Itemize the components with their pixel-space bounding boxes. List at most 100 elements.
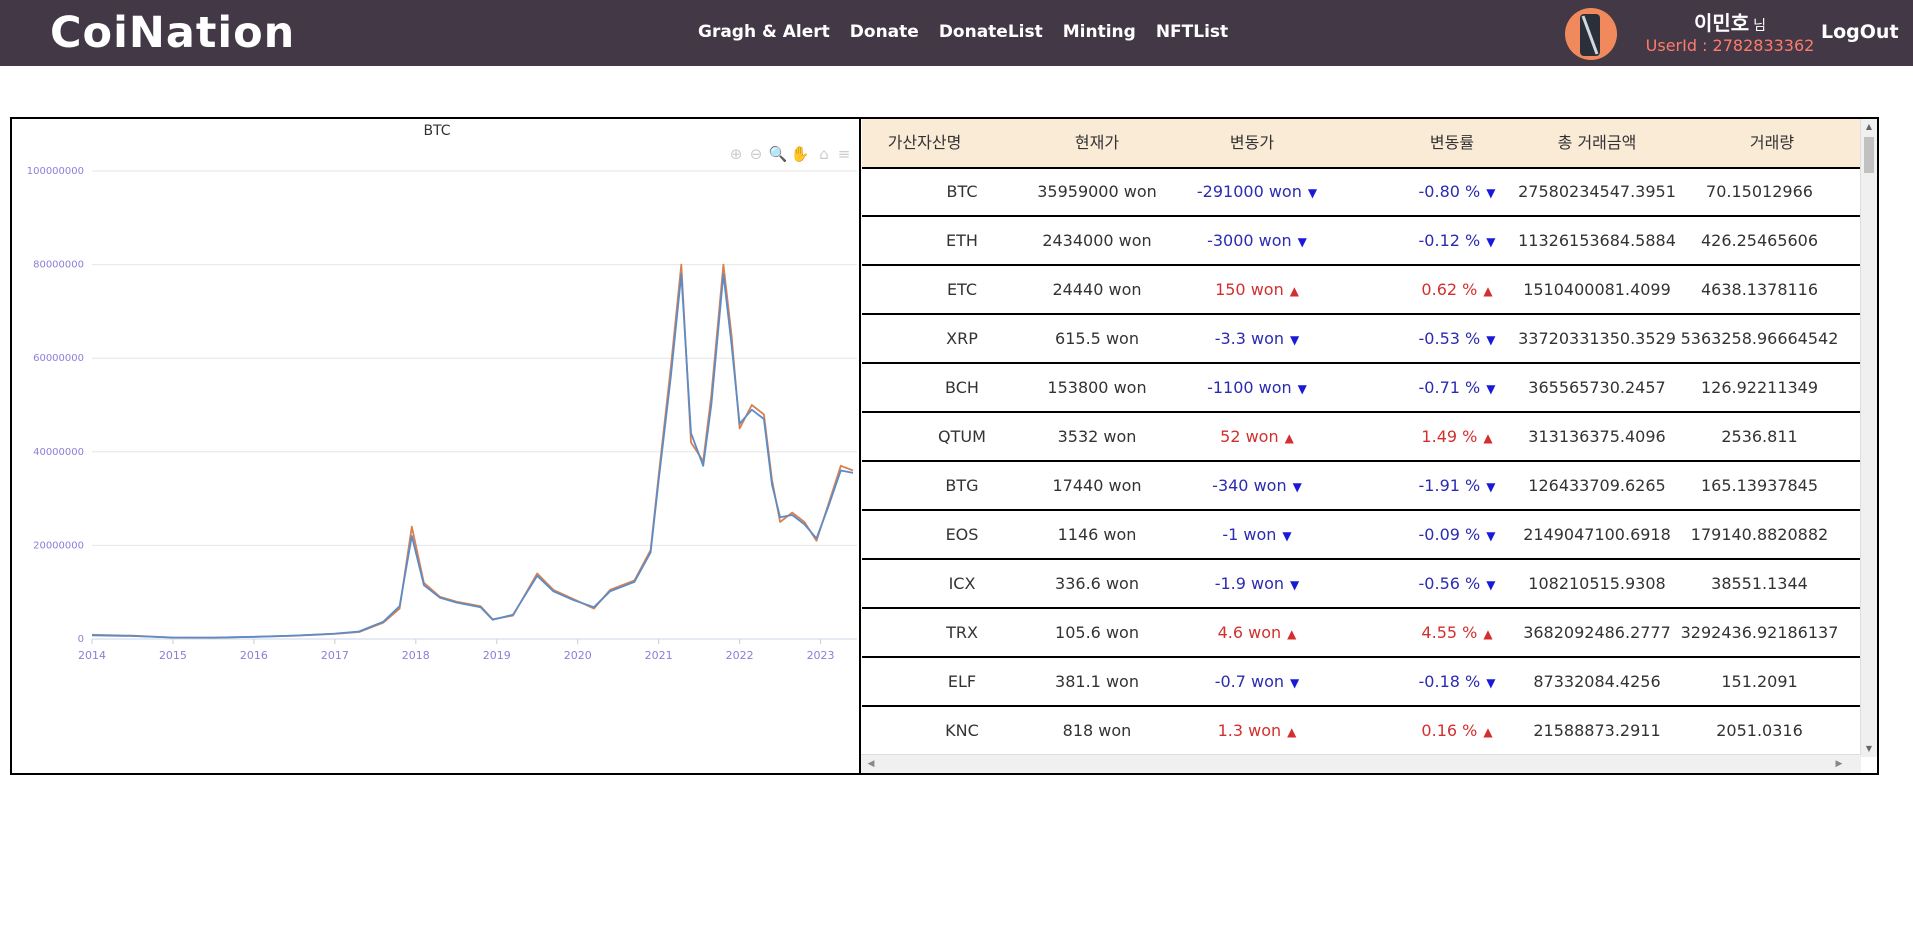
cell-rate: -0.12 % [1418, 231, 1481, 250]
cell-change-wrap: -1.9 won ▼ [1162, 560, 1352, 607]
cell-name-wrap: ELF [902, 658, 1022, 705]
cell-change-wrap: 150 won ▲ [1162, 266, 1352, 313]
cell-name-wrap: BTG [902, 462, 1022, 509]
table-row[interactable]: QTUM 3532 won 52 won ▲ 1.49 % ▲ 313136375.4096… [862, 413, 1860, 462]
cell-total-wrap: 313136375.4096 [1512, 413, 1682, 460]
zoom-out-icon[interactable]: ⊖ [750, 145, 763, 163]
home-icon[interactable]: ⌂ [819, 145, 829, 163]
nav-donate[interactable]: Donate [849, 22, 919, 42]
y-tick-label: 100000000 [27, 166, 84, 177]
cell-price: 2434000 won [1042, 231, 1152, 250]
avatar[interactable] [1565, 8, 1617, 60]
cell-name-wrap: ICX [902, 560, 1022, 607]
scroll-down-icon[interactable]: ▼ [1865, 744, 1873, 753]
x-tick-label: 2017 [321, 649, 349, 662]
table-row[interactable]: BTC 35959000 won -291000 won ▼ -0.80 % ▼ 27580… [862, 168, 1860, 217]
x-tick-label: 2021 [645, 649, 673, 662]
cell-volume-wrap: 126.92211349 [1672, 364, 1847, 411]
table-row[interactable]: ICX 336.6 won -1.9 won ▼ -0.56 % ▼ 108210515.9… [862, 560, 1860, 609]
cell-total: 27580234547.3951 [1518, 182, 1676, 201]
table-row[interactable]: ETC 24440 won 150 won ▲ 0.62 % ▲ 1510400081.40… [862, 266, 1860, 315]
cell-price-wrap: 35959000 won [1032, 168, 1162, 215]
cell-price: 818 won [1062, 721, 1132, 740]
cell-volume-wrap: 151.2091 [1672, 658, 1847, 705]
cell-rate: -0.53 % [1418, 329, 1481, 348]
nav-graph-alert[interactable]: Gragh & Alert [698, 22, 830, 42]
username-text: 이민호 [1693, 11, 1750, 35]
cell-rate: 0.62 % [1421, 280, 1478, 299]
zoom-in-icon[interactable]: ⊕ [730, 145, 743, 163]
cell-volume: 4638.1378116 [1700, 280, 1819, 299]
y-tick-label: 20000000 [33, 540, 84, 551]
down-arrow-icon: ▼ [1297, 382, 1307, 396]
cell-total-wrap: 108210515.9308 [1512, 560, 1682, 607]
cell-change: 52 won [1220, 427, 1279, 446]
cell-change: 150 won [1215, 280, 1284, 299]
down-arrow-icon: ▼ [1290, 578, 1300, 592]
cell-change-wrap: -1 won ▼ [1162, 511, 1352, 558]
cell-change-wrap: -340 won ▼ [1162, 462, 1352, 509]
up-arrow-icon: ▲ [1284, 431, 1294, 445]
cell-total: 21588873.2911 [1533, 721, 1661, 740]
cell-name: BCH [945, 378, 979, 397]
scroll-left-icon[interactable]: ◀ [867, 759, 875, 769]
cell-volume: 426.25465606 [1700, 231, 1819, 250]
cell-total-wrap: 365565730.2457 [1512, 364, 1682, 411]
cell-total: 2149047100.6918 [1523, 525, 1671, 544]
cell-price: 105.6 won [1055, 623, 1139, 642]
vertical-scrollbar[interactable]: ▲ ▼ [1860, 119, 1877, 757]
cell-total: 126433709.6265 [1528, 476, 1666, 495]
cell-change: -0.7 won [1214, 672, 1285, 691]
down-arrow-icon: ▼ [1486, 529, 1496, 543]
down-arrow-icon: ▼ [1486, 676, 1496, 690]
scroll-thumb[interactable] [1864, 137, 1874, 173]
table-row[interactable]: KNC 818 won 1.3 won ▲ 0.16 % ▲ 21588873.2911 20… [862, 707, 1860, 756]
cell-total-wrap: 21588873.2911 [1512, 707, 1682, 754]
x-tick-label: 2019 [483, 649, 511, 662]
table-row[interactable]: EOS 1146 won -1 won ▼ -0.09 % ▼ 2149047100.691… [862, 511, 1860, 560]
table-row[interactable]: XRP 615.5 won -3.3 won ▼ -0.53 % ▼ 33720331350… [862, 315, 1860, 364]
cell-volume: 165.13937845 [1700, 476, 1819, 495]
table-row[interactable]: BCH 153800 won -1100 won ▼ -0.71 % ▼ 365565730… [862, 364, 1860, 413]
cell-rate-wrap: 0.16 % ▲ [1382, 707, 1532, 754]
menu-icon[interactable]: ≡ [838, 145, 851, 163]
cell-total-wrap: 2149047100.6918 [1512, 511, 1682, 558]
x-tick-label: 2015 [159, 649, 187, 662]
nav-nftlist[interactable]: NFTList [1155, 22, 1229, 42]
cell-volume: 179140.8820882 [1690, 525, 1829, 544]
cell-total: 108210515.9308 [1528, 574, 1666, 593]
cell-rate: 1.49 % [1421, 427, 1478, 446]
table-row[interactable]: ETH 2434000 won -3000 won ▼ -0.12 % ▼ 11326153… [862, 217, 1860, 266]
cell-volume-wrap: 2051.0316 [1672, 707, 1847, 754]
logout-button[interactable]: LogOut [1821, 21, 1899, 43]
horizontal-scrollbar[interactable]: ◀ ▶ [861, 754, 1861, 773]
cell-volume-wrap: 2536.811 [1672, 413, 1847, 460]
cell-price-wrap: 17440 won [1032, 462, 1162, 509]
cell-volume-wrap: 38551.1344 [1672, 560, 1847, 607]
cell-total-wrap: 1510400081.4099 [1512, 266, 1682, 313]
btc-chart[interactable]: BTC 0 20000000 40000000 60000000 80000000 1000… [12, 119, 861, 773]
cell-name: ELF [947, 672, 977, 691]
table-row[interactable]: ELF 381.1 won -0.7 won ▼ -0.18 % ▼ 87332084.42… [862, 658, 1860, 707]
table-row[interactable]: TRX 105.6 won 4.6 won ▲ 4.55 % ▲ 3682092486.27… [862, 609, 1860, 658]
down-arrow-icon: ▼ [1290, 676, 1300, 690]
coination-logo[interactable]: CoiNation [50, 8, 296, 58]
series-line-1 [91, 273, 854, 639]
nav-minting[interactable]: Minting [1062, 22, 1136, 42]
cell-price-wrap: 105.6 won [1032, 609, 1162, 656]
cell-name-wrap: ETC [902, 266, 1022, 313]
scroll-right-icon[interactable]: ▶ [1835, 759, 1843, 769]
up-arrow-icon: ▲ [1483, 725, 1493, 739]
table-row[interactable]: BTG 17440 won -340 won ▼ -1.91 % ▼ 126433709.6… [862, 462, 1860, 511]
cell-total: 11326153684.5884 [1518, 231, 1676, 250]
cell-total: 1510400081.4099 [1523, 280, 1671, 299]
selection-zoom-icon[interactable]: 🔍 [769, 144, 788, 163]
cell-total-wrap: 3682092486.2777 [1512, 609, 1682, 656]
nav-donatelist[interactable]: DonateList [938, 22, 1043, 42]
cell-rate-wrap: -1.91 % ▼ [1382, 462, 1532, 509]
pan-icon[interactable]: ✋ [791, 145, 810, 163]
cell-rate-wrap: -0.09 % ▼ [1382, 511, 1532, 558]
scroll-up-icon[interactable]: ▲ [1865, 122, 1873, 131]
cell-name: EOS [945, 525, 979, 544]
cell-change: 1.3 won [1217, 721, 1282, 740]
